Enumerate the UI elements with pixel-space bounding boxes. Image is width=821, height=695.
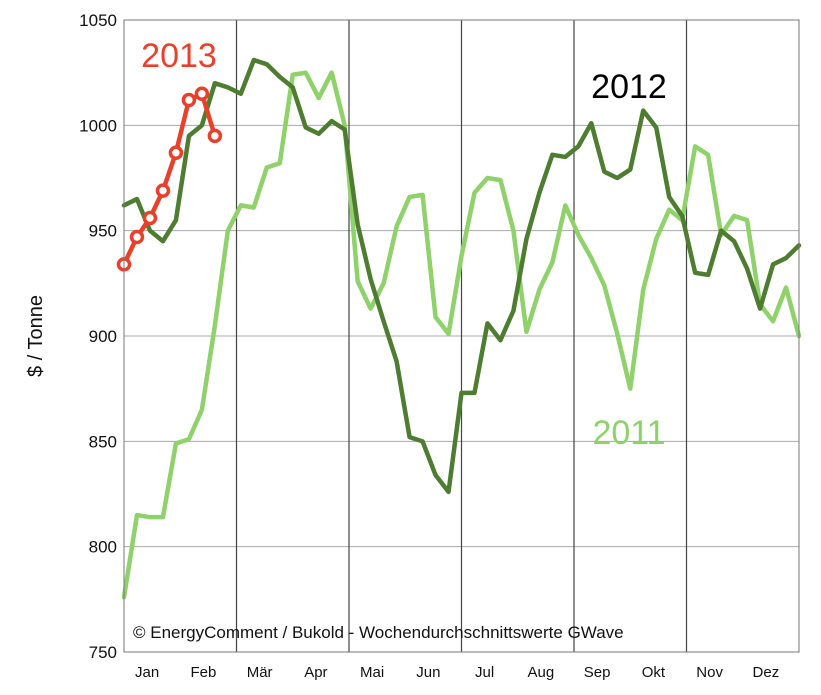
x-tick-label: Sep xyxy=(584,664,611,681)
x-tick-label: Dez xyxy=(753,664,780,681)
data-point-2013 xyxy=(129,229,145,245)
data-point-2013 xyxy=(142,210,158,226)
series-line-2011 xyxy=(121,70,802,600)
y-tick-label: 1000 xyxy=(79,116,117,135)
x-tick-label: Jun xyxy=(416,664,440,681)
x-tick-label: Feb xyxy=(190,664,216,681)
x-tick-labels: Jan Feb Mär Apr Mai Jun Jul Aug Sep Okt Nov Dez xyxy=(135,664,779,681)
x-tick-label: Mai xyxy=(360,664,384,681)
y-tick-label: 850 xyxy=(89,432,117,451)
series-label-2011: 2011 xyxy=(592,414,665,452)
x-tick-label: Nov xyxy=(696,664,723,681)
y-tick-label: 900 xyxy=(89,327,117,346)
y-tick-label: 950 xyxy=(89,222,117,241)
x-tick-label: Mär xyxy=(247,664,273,681)
vertical-gridlines xyxy=(235,20,688,652)
y-tick-label: 750 xyxy=(89,643,117,662)
plot-frame xyxy=(123,19,800,653)
x-tick-label: Okt xyxy=(642,664,666,681)
x-tick-label: Jul xyxy=(475,664,494,681)
data-point-2013 xyxy=(155,183,171,198)
data-point-2013 xyxy=(194,86,210,101)
x-tick-label: Jan xyxy=(135,664,159,681)
x-tick-label: Apr xyxy=(304,664,327,681)
y-axis-label: $ / Tonne xyxy=(25,295,47,377)
data-point-2013 xyxy=(181,92,197,108)
data-point-2013 xyxy=(207,128,223,144)
y-tick-label: 1050 xyxy=(79,11,117,30)
series-line-2012 xyxy=(121,57,802,495)
series-label-2013: 2013 xyxy=(141,37,217,75)
data-point-2013 xyxy=(168,145,184,160)
y-tick-label: 800 xyxy=(89,538,117,557)
marker-layer xyxy=(116,86,223,272)
x-tick-label: Aug xyxy=(528,664,555,681)
credit-text: © EnergyComment / Bukold - Wochendurchsc… xyxy=(133,623,624,642)
series-label-2012: 2012 xyxy=(591,68,667,106)
y-tick-labels: 750 800 850 900 950 1000 1050 xyxy=(79,11,117,662)
